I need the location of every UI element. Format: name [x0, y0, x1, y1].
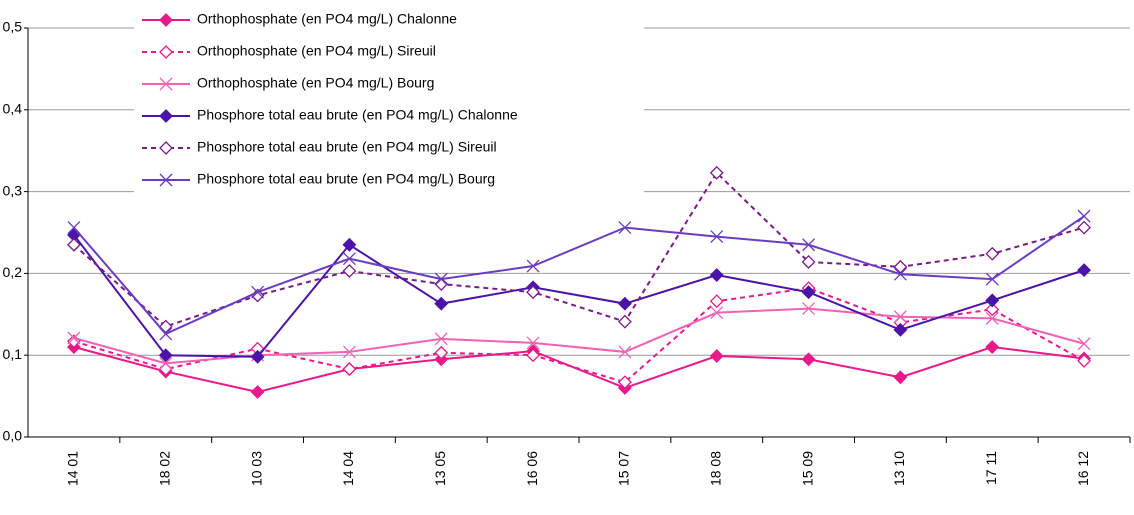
marker [709, 294, 724, 309]
series-line [73, 171, 1085, 328]
x-tick-label: 10 03 [248, 451, 264, 486]
marker [985, 246, 1000, 261]
marker [434, 332, 448, 346]
x-tick-label: 15 07 [616, 451, 632, 486]
legend-label: Orthophosphate (en PO4 mg/L) Sireuil [197, 43, 436, 59]
marker [342, 362, 357, 377]
marker [526, 259, 540, 273]
marker [434, 277, 449, 291]
y-tick-label: 0,5 [3, 19, 23, 35]
legend-label: Phosphore total eau brute (en PO4 mg/L) … [197, 107, 518, 123]
x-tick-label: 15 09 [799, 451, 815, 486]
marker [709, 268, 724, 282]
marker [802, 238, 816, 252]
marker [710, 306, 724, 320]
x-tick-label: 14 04 [340, 451, 356, 486]
marker [1077, 209, 1091, 223]
marker [985, 272, 999, 286]
marker [893, 267, 907, 281]
y-tick-label: 0,3 [3, 182, 23, 198]
y-tick-label: 0,0 [3, 428, 23, 444]
marker [1077, 337, 1091, 351]
marker [893, 322, 908, 337]
marker [617, 296, 632, 311]
y-tick-label: 0,2 [3, 264, 23, 280]
marker [159, 327, 173, 341]
legend: Orthophosphate (en PO4 mg/L) Chalonne Ort… [134, 4, 644, 194]
marker [66, 237, 81, 252]
marker [1077, 263, 1091, 278]
marker [342, 237, 357, 252]
marker [159, 77, 173, 91]
marker [802, 302, 816, 316]
marker [1077, 220, 1091, 235]
marker [893, 370, 908, 385]
marker [709, 349, 724, 363]
x-tick-label: 17 11 [983, 451, 999, 485]
x-tick-label: 14 01 [65, 451, 81, 486]
marker [617, 314, 632, 329]
marker [342, 264, 357, 278]
marker [985, 293, 1000, 308]
legend-label: Orthophosphate (en PO4 mg/L) Bourg [197, 75, 434, 91]
marker [250, 385, 265, 399]
marker [434, 272, 448, 286]
marker [159, 109, 173, 123]
marker [801, 285, 816, 300]
marker [251, 285, 265, 299]
marker [893, 259, 908, 274]
marker [801, 352, 816, 367]
series-line [73, 234, 1085, 358]
y-tick-label: 0,4 [3, 101, 23, 117]
legend-label: Phosphore total eau brute (en PO4 mg/L) … [197, 171, 495, 187]
marker [159, 173, 173, 187]
x-tick-label: 18 08 [707, 451, 723, 486]
legend-box [134, 4, 644, 194]
marker [985, 311, 999, 325]
marker [618, 345, 632, 359]
y-tick-label: 0,1 [3, 346, 23, 362]
legend-label: Phosphore total eau brute (en PO4 mg/L) … [197, 139, 497, 155]
marker [434, 296, 449, 311]
marker [985, 302, 1000, 317]
marker [617, 375, 632, 390]
marker [159, 141, 173, 155]
x-tick-label: 16 12 [1075, 451, 1091, 486]
marker [67, 331, 81, 345]
marker [526, 336, 540, 350]
marker [801, 255, 816, 269]
marker [526, 285, 541, 300]
marker [526, 348, 541, 363]
marker [893, 310, 907, 324]
x-tick-label: 13 05 [432, 451, 448, 486]
marker [434, 345, 449, 360]
marker [159, 13, 173, 27]
marker [710, 230, 724, 244]
series-line [73, 287, 1085, 384]
marker [342, 252, 356, 266]
marker [67, 221, 81, 235]
x-tick-label: 16 06 [524, 451, 540, 486]
x-tick-label: 18 02 [156, 451, 172, 486]
marker [985, 340, 1000, 354]
marker [342, 345, 356, 359]
legend-label: Orthophosphate (en PO4 mg/L) Chalonne [197, 11, 457, 27]
marker [159, 45, 173, 59]
x-tick-label: 13 10 [891, 451, 907, 486]
marker [618, 221, 632, 235]
marker [709, 165, 724, 180]
marker [1077, 354, 1091, 368]
series-line [73, 215, 1085, 336]
marker [159, 356, 173, 370]
marker [158, 348, 173, 363]
marker [250, 349, 265, 364]
